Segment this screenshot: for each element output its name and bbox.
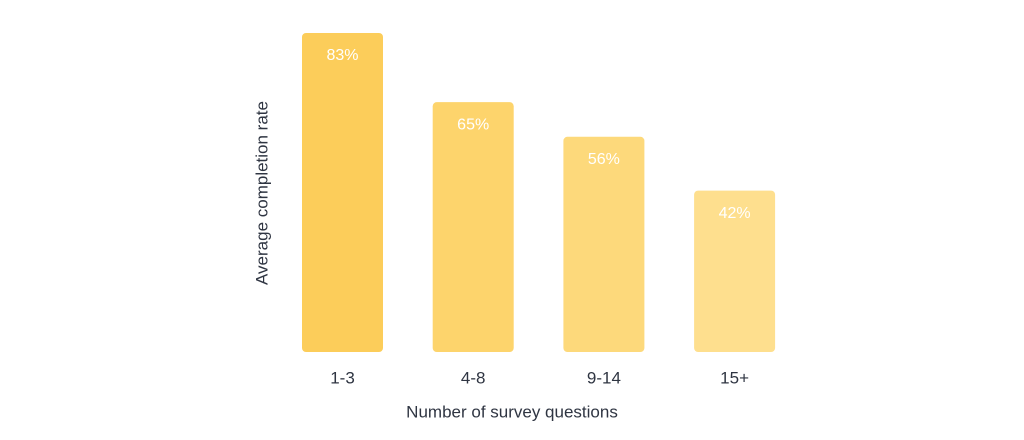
x-tick-label: 15+	[720, 368, 749, 387]
bar	[432, 102, 514, 352]
value-label: 65%	[457, 116, 489, 133]
x-tick-label: 4-8	[461, 368, 486, 387]
value-label: 83%	[326, 47, 358, 64]
x-tick-label: 1-3	[330, 368, 355, 387]
bar	[563, 136, 645, 352]
value-label: 42%	[719, 205, 751, 222]
x-tick-label: 9-14	[587, 368, 621, 387]
bar	[302, 33, 383, 352]
value-label: 56%	[588, 151, 620, 168]
y-axis-title: Average completion rate	[252, 101, 271, 285]
x-axis-title: Number of survey questions	[406, 402, 618, 421]
bar	[694, 190, 776, 352]
